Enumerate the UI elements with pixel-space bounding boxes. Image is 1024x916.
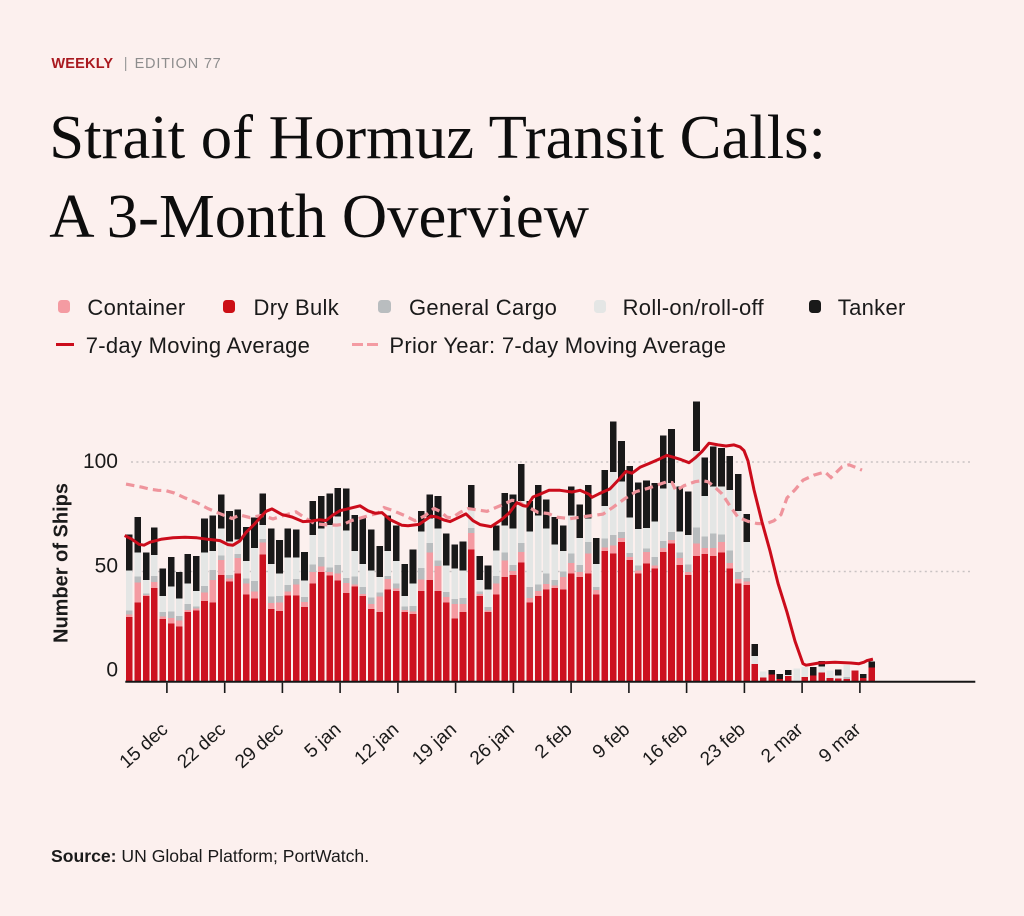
svg-text:19 jan: 19 jan	[408, 719, 461, 769]
svg-text:50: 50	[95, 555, 118, 578]
svg-text:2 mar: 2 mar	[757, 719, 808, 768]
svg-text:9 feb: 9 feb	[589, 719, 634, 763]
svg-text:12 jan: 12 jan	[351, 719, 404, 769]
svg-text:26 jan: 26 jan	[466, 719, 519, 769]
svg-text:Number of Ships: Number of Ships	[51, 483, 73, 643]
svg-text:15 dec: 15 dec	[116, 719, 172, 773]
svg-text:100: 100	[83, 450, 118, 473]
svg-text:29 dec: 29 dec	[231, 719, 287, 773]
svg-text:23 feb: 23 feb	[696, 719, 749, 770]
svg-text:5 jan: 5 jan	[301, 719, 346, 762]
svg-text:22 dec: 22 dec	[174, 719, 230, 773]
svg-text:16 feb: 16 feb	[639, 719, 692, 770]
svg-text:2 feb: 2 feb	[531, 719, 576, 763]
svg-text:9 mar: 9 mar	[815, 719, 866, 768]
svg-text:0: 0	[106, 659, 118, 682]
